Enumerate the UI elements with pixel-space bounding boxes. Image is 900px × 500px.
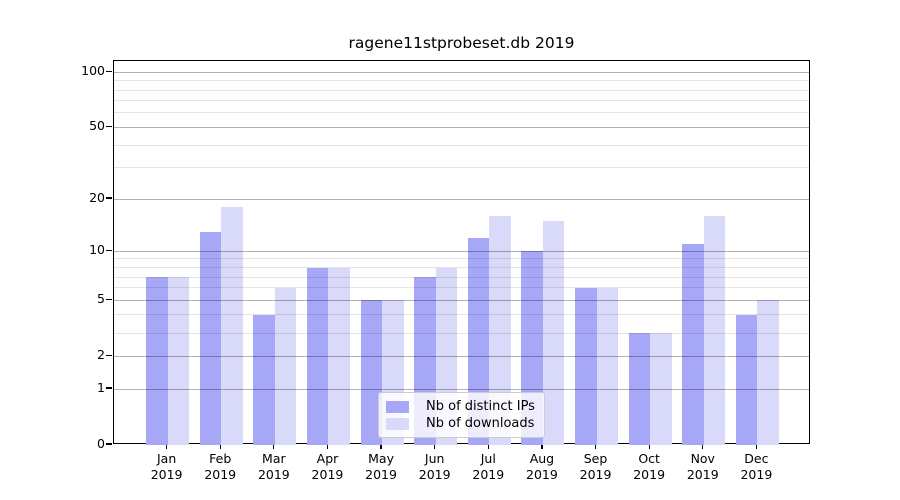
legend-item: Nb of distinct IPs [386,398,535,415]
x-tick-month: Dec [744,451,769,466]
x-tick-mark [487,444,489,449]
x-tick-month: Apr [316,451,339,466]
bar-downloads-feb [221,207,243,445]
x-tick-year: 2019 [204,467,237,482]
x-tick-label: Feb 2019 [192,451,248,483]
x-tick-year: 2019 [633,467,666,482]
bar-distinct-ips-may [360,300,383,445]
x-tick-label: Apr 2019 [299,451,355,483]
x-tick-mark [702,444,704,449]
y-tick-label: 0 [97,436,105,451]
x-tick-mark [541,444,543,449]
x-tick-mark [380,444,382,449]
x-tick-month: Nov [690,451,715,466]
legend-item: Nb of downloads [386,415,535,432]
y-tick-mark [106,197,112,199]
x-tick-year: 2019 [150,467,183,482]
x-tick-year: 2019 [579,467,612,482]
x-tick-mark [165,444,168,449]
x-tick-year: 2019 [526,467,558,482]
chart-title: ragene11stprobeset.db 2019 [348,34,575,52]
x-tick-month: Feb [209,451,232,466]
x-tick-mark [648,444,650,449]
x-tick-month: Sep [583,451,608,466]
x-tick-mark [219,444,221,449]
y-tick-label: 2 [97,347,105,363]
y-tick-mark [106,443,112,445]
y-tick-label: 100 [81,63,105,79]
bar-downloads-apr [328,267,350,445]
x-tick-year: 2019 [257,467,290,482]
x-tick-year: 2019 [472,467,505,482]
plot-area: Nb of distinct IPs Nb of downloads [113,60,810,445]
x-tick-label: Oct 2019 [621,451,677,483]
y-tick-mark [106,70,112,72]
bar-distinct-ips-dec [735,314,758,445]
legend-label: Nb of distinct IPs [426,399,535,414]
x-tick-year: 2019 [311,467,344,482]
bar-distinct-ips-mar [253,314,275,445]
legend-swatch [386,417,409,430]
x-tick-label: Sep 2019 [568,451,624,483]
x-tick-month: Jul [480,451,496,466]
bar-downloads-jan [167,277,190,445]
x-tick-year: 2019 [686,467,719,482]
bar-downloads-mar [274,287,297,445]
bar-downloads-sep [596,287,618,445]
bar-distinct-ips-apr [307,267,329,445]
legend-swatch [386,400,409,413]
x-tick-month: Jun [424,451,445,466]
bar-downloads-oct [650,333,672,445]
x-tick-label: Nov 2019 [675,451,731,483]
x-tick-mark [273,444,275,449]
x-tick-month: Oct [638,451,660,466]
legend-label: Nb of downloads [426,416,535,431]
y-tick-mark [106,249,112,251]
bar-distinct-ips-feb [199,231,222,445]
y-tick-mark [106,125,112,128]
bar-downloads-nov [703,216,726,445]
y-tick-label: 10 [89,242,105,258]
legend: Nb of distinct IPs Nb of downloads [378,392,545,438]
bar-distinct-ips-oct [628,333,651,445]
y-tick-mark [106,354,112,356]
bar-downloads-jul [489,216,511,445]
x-tick-year: 2019 [740,467,773,482]
y-tick-mark [106,298,112,300]
x-tick-year: 2019 [365,467,397,482]
bar-downloads-aug [542,221,565,445]
y-tick-mark [106,387,112,389]
x-tick-mark [755,444,758,449]
y-tick-label: 50 [89,118,105,134]
x-tick-mark [326,444,329,449]
x-tick-label: Jan 2019 [139,451,195,483]
x-tick-label: Jul 2019 [460,451,516,483]
x-tick-label: May 2019 [353,451,409,483]
x-tick-month: Aug [529,451,555,466]
x-tick-year: 2019 [418,467,451,482]
x-tick-month: May [368,451,394,466]
x-tick-label: Aug 2019 [514,451,570,483]
bar-downloads-dec [757,300,779,445]
y-tick-label: 20 [89,190,105,206]
bar-distinct-ips-sep [575,287,597,445]
x-tick-label: Mar 2019 [246,451,302,483]
bar-distinct-ips-jan [146,277,168,445]
x-tick-month: Mar [262,451,286,466]
bars-layer [114,61,809,445]
x-tick-label: Jun 2019 [407,451,463,483]
x-tick-mark [594,444,597,449]
x-tick-label: Dec 2019 [728,451,784,483]
bar-distinct-ips-nov [682,244,704,445]
x-tick-mark [434,444,436,449]
y-tick-label: 5 [97,291,105,307]
x-tick-month: Jan [156,451,177,466]
y-tick-label: 1 [97,380,105,395]
